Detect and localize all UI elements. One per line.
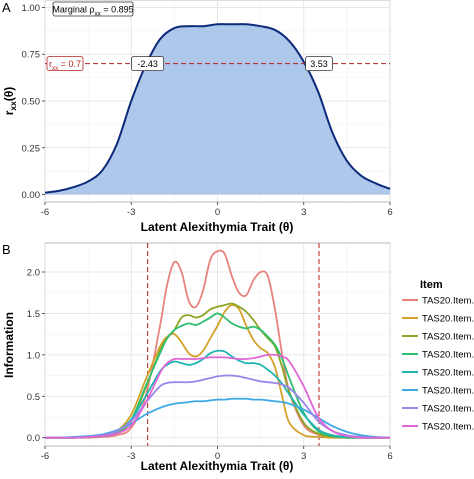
marginal-reliability-label: Marginal ρxx = 0.895 (52, 5, 133, 18)
crossing-point-label: -2.43 (137, 59, 158, 69)
panel-b-x-tick-label: -3 (127, 451, 135, 462)
panel-a-y-axis-title: rxx(θ) (2, 87, 18, 115)
series-line (45, 353, 390, 439)
threshold-label-box (46, 56, 84, 71)
panel-b-x-tick-label: 0 (215, 451, 220, 462)
panel-b-x-tick-label: 6 (387, 451, 392, 462)
panel-b-y-axis-title: Information (2, 312, 16, 378)
reliability-area (45, 24, 390, 195)
panel-a-x-tick-label: 0 (215, 207, 220, 218)
crossing-point-box (305, 56, 333, 71)
panel-a-x-tick-label: 6 (387, 207, 392, 218)
panel-a-y-tick-label: 0.50 (22, 97, 41, 108)
panel-b-x-tick-label: -6 (41, 451, 49, 462)
panel-a-chart: -6 -3 0 3 6 0.00 0.25 0.50 0.75 1.00 rxx = 0.7 -2.… (2, 0, 393, 234)
panel-a-x-tick-label: -3 (127, 207, 135, 218)
panel-b-y-tick-label: 0.5 (27, 392, 40, 403)
panel-b-y-tick-label: 2.0 (27, 268, 40, 279)
panel-b-chart: -6 -3 0 3 6 0.0 0.5 1.0 1.5 2.0 Latent Alexithymi… (2, 242, 474, 473)
legend-item-label: TAS20.Item.14 (422, 422, 474, 433)
legend: Item TAS20.Item.01 TAS20.Item.02 TAS20.Ite… (402, 279, 474, 433)
panel-b-threshold-lines (147, 243, 320, 446)
series-line (45, 249, 390, 439)
legend-item-label: TAS20.Item.06 (422, 332, 474, 343)
panel-a-y-tick-label: 0.75 (22, 50, 41, 61)
crossing-point-box (131, 56, 165, 71)
marginal-reliability-box (52, 1, 134, 17)
panel-a-y-tick-label: 1.00 (22, 3, 41, 14)
crossing-point-label: 3.53 (310, 59, 328, 69)
panel-a-x-axis-title: Latent Alexithymia Trait (θ) (141, 220, 294, 234)
panel-b-y-tick-label: 0.0 (27, 433, 40, 444)
panel-a-annotations: rxx = 0.7 -2.43 3.53 Marginal ρxx = 0.895 (46, 1, 333, 72)
panel-b-x-tick-label: 3 (301, 451, 306, 462)
panel-b-y-tick-label: 1.0 (27, 350, 40, 361)
panel-a-axes: -6 -3 0 3 6 0.00 0.25 0.50 0.75 1.00 (22, 3, 393, 218)
threshold-label: rxx = 0.7 (49, 59, 81, 72)
panel-a-y-tick-label: 0.25 (22, 143, 41, 154)
legend-item-label: TAS20.Item.12 (422, 386, 474, 397)
panel-a-label: A (2, 0, 11, 15)
panel-b-axes: -6 -3 0 3 6 0.0 0.5 1.0 1.5 2.0 (27, 268, 393, 463)
legend-title: Item (420, 279, 443, 291)
legend-item-label: TAS20.Item.09 (422, 350, 474, 361)
legend-item-label: TAS20.Item.02 (422, 314, 474, 325)
panel-b-x-axis-title: Latent Alexithymia Trait (θ) (141, 459, 294, 473)
panel-a-y-tick-label: 0.00 (22, 190, 41, 201)
legend-item-label: TAS20.Item.01 (422, 296, 474, 307)
panel-a-x-tick-label: -6 (41, 207, 49, 218)
panel-a-x-tick-label: 3 (301, 207, 306, 218)
reliability-curve (44, 23, 391, 194)
panel-b-series (44, 249, 391, 439)
panel-b-label: B (2, 242, 11, 257)
series-line (45, 304, 390, 439)
legend-item-label: TAS20.Item.13 (422, 404, 474, 415)
legend-item-label: TAS20.Item.11 (422, 368, 474, 379)
series-line (45, 374, 391, 439)
panel-b-y-tick-label: 1.5 (27, 309, 40, 320)
